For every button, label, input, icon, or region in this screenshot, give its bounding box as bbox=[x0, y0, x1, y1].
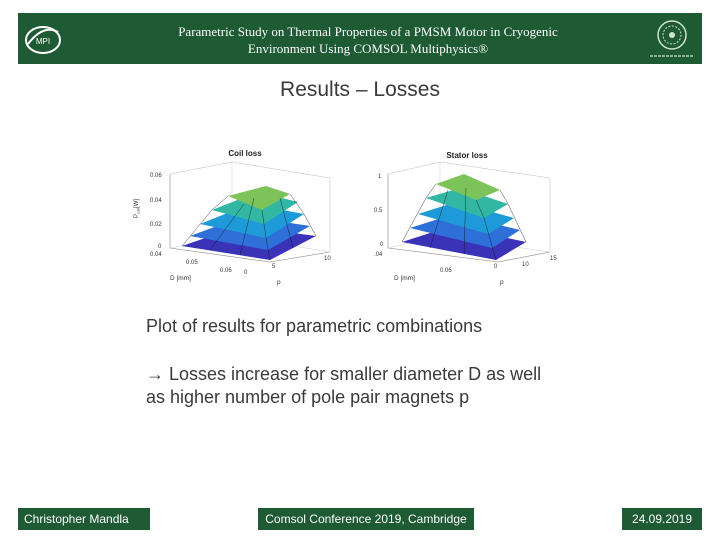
stator-surface-band-5 bbox=[436, 174, 500, 200]
coil-x-label: D [mm] bbox=[170, 275, 191, 282]
results-conclusion: → Losses increase for smaller diameter D… bbox=[146, 363, 646, 409]
footer-author: Christopher Mandla bbox=[18, 508, 150, 530]
university-seal-icon bbox=[650, 20, 694, 57]
coil-z-tick: 0.02 bbox=[150, 222, 162, 228]
header-title-line1: Parametric Study on Thermal Properties o… bbox=[178, 24, 558, 39]
coil-y-tick: 10 bbox=[324, 256, 331, 262]
institute-logo-icon: MPI bbox=[25, 26, 61, 54]
stator-z-tick: 0 bbox=[380, 242, 384, 248]
stator-y-label: p bbox=[500, 279, 504, 286]
coil-y-label: p bbox=[277, 279, 281, 286]
loss-plots: Coil loss 0.06 0.04 0.02 0 0.04 0.05 0.0… bbox=[134, 149, 557, 286]
stator-loss-title: Stator loss bbox=[446, 151, 488, 160]
coil-z-tick: 0 bbox=[158, 244, 162, 250]
coil-x-tick: 0.05 bbox=[186, 260, 198, 266]
svg-text:MPI: MPI bbox=[36, 37, 50, 46]
slide-title: Results – Losses bbox=[280, 78, 440, 101]
header-title-line2: Environment Using COMSOL Multiphysics® bbox=[247, 41, 489, 56]
stator-z-tick: 1 bbox=[378, 174, 382, 180]
results-description: Plot of results for parametric combinati… bbox=[146, 316, 483, 336]
coil-loss-plot: Coil loss 0.06 0.04 0.02 0 0.04 0.05 0.0… bbox=[134, 149, 331, 286]
stator-y-tick: 15 bbox=[550, 256, 557, 262]
coil-z-tick: 0.04 bbox=[150, 198, 162, 204]
stator-surface-band-2 bbox=[410, 214, 520, 248]
coil-surface-band-5 bbox=[228, 186, 290, 210]
stator-z-tick: 0.5 bbox=[374, 208, 383, 214]
stator-x-tick: 0.06 bbox=[440, 268, 452, 274]
header-bar: MPI Parametric Study on Thermal Properti… bbox=[18, 13, 702, 64]
stator-loss-plot: Stator loss 1 0.5 0 .04 0.06 0 10 15 D [… bbox=[374, 151, 557, 286]
coil-x-tick: 0.06 bbox=[220, 268, 232, 274]
coil-x-tick: 0.04 bbox=[150, 252, 162, 258]
footer-date: 24.09.2019 bbox=[622, 508, 702, 530]
stator-y-tick: 10 bbox=[522, 262, 529, 268]
coil-y-tick: 0 bbox=[244, 270, 248, 276]
coil-z-tick: 0.06 bbox=[150, 173, 162, 179]
stator-y-tick: 0 bbox=[494, 264, 498, 270]
footer-event: Comsol Conference 2019, Cambridge bbox=[258, 508, 474, 530]
header-title: Parametric Study on Thermal Properties o… bbox=[118, 23, 618, 57]
stator-x-label: D [mm] bbox=[394, 275, 415, 282]
stator-surface-band-1 bbox=[402, 226, 526, 260]
coil-z-label: Pcoil[W] bbox=[134, 199, 141, 218]
coil-y-tick: 5 bbox=[272, 264, 276, 270]
coil-loss-title: Coil loss bbox=[228, 149, 262, 158]
conclusion-line2: as higher number of pole pair magnets p bbox=[146, 387, 470, 407]
stator-x-tick: .04 bbox=[374, 252, 383, 258]
conclusion-line1: → Losses increase for smaller diameter D… bbox=[146, 364, 542, 384]
